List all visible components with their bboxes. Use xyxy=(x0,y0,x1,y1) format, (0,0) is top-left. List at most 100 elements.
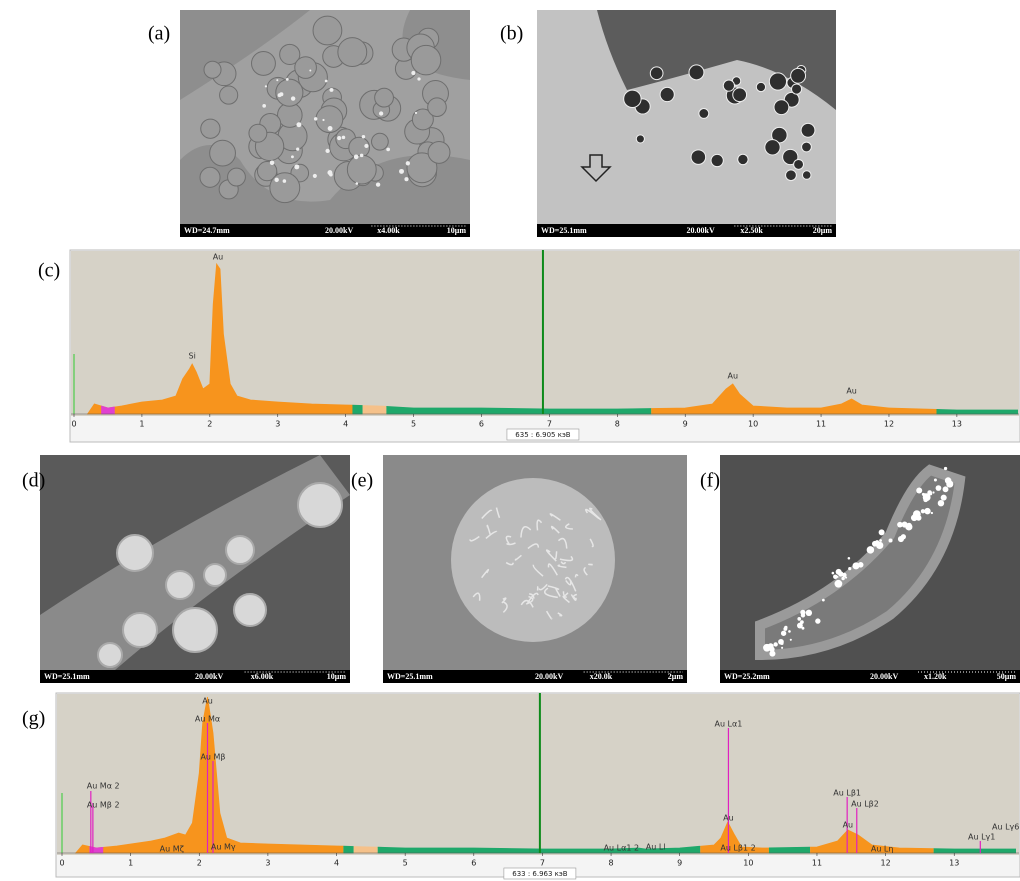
working-distance: WD=25.1mm xyxy=(44,672,90,681)
working-distance: WD=25.2mm xyxy=(724,672,770,681)
x-tick-label: 0 xyxy=(71,420,76,429)
peak-label: Au Lγ6 xyxy=(992,823,1019,832)
particle xyxy=(313,16,342,45)
figure: WD=24.7mm20.00kVx4.00k10μm(a)WD=25.1mm20… xyxy=(0,0,1020,881)
x-tick-label: 1 xyxy=(139,420,144,429)
pore xyxy=(699,109,709,119)
nanoparticle xyxy=(936,485,942,491)
nanoparticle xyxy=(897,522,903,528)
pore xyxy=(774,100,789,115)
peak-label: Au xyxy=(727,372,738,381)
speck xyxy=(309,69,311,71)
x-tick-label: 3 xyxy=(275,420,280,429)
nanoparticle xyxy=(783,627,787,631)
nanoparticle xyxy=(848,557,851,560)
particle xyxy=(428,141,450,163)
peak-label: Au xyxy=(213,253,224,262)
x-tick-label: 0 xyxy=(59,859,64,868)
x-tick-label: 9 xyxy=(677,859,682,868)
nanoparticle xyxy=(822,599,825,602)
working-distance: WD=24.7mm xyxy=(184,226,230,235)
x-tick-label: 6 xyxy=(479,420,484,429)
pore xyxy=(733,88,747,102)
peak-label: Au xyxy=(202,697,213,706)
pore xyxy=(689,65,704,80)
nanoparticle xyxy=(815,618,820,623)
texture xyxy=(451,478,615,642)
particle xyxy=(338,38,367,67)
scale-label: 10μm xyxy=(447,226,467,235)
x-tick-label: 12 xyxy=(884,420,894,429)
pore xyxy=(802,142,812,152)
magnification: x1.20k xyxy=(924,672,947,681)
voltage: 20.00kV xyxy=(687,226,715,235)
nanoparticle xyxy=(774,642,778,646)
sem-image: WD=25.1mm20.00kVx6.00k10μm xyxy=(40,455,350,683)
nanoparticle xyxy=(923,497,928,502)
speck xyxy=(376,182,380,186)
nanoparticle xyxy=(838,571,843,576)
nanoparticle xyxy=(932,491,934,493)
x-tick-label: 5 xyxy=(411,420,416,429)
particle xyxy=(372,133,389,150)
nanoparticle xyxy=(929,492,932,495)
magnification: x20.0k xyxy=(590,672,613,681)
magnification: x6.00k xyxy=(251,672,274,681)
microsphere xyxy=(173,608,217,652)
x-tick-label: 12 xyxy=(881,859,891,868)
speck xyxy=(362,135,365,138)
speck xyxy=(270,161,274,165)
speck xyxy=(360,154,364,158)
nanoparticle xyxy=(944,467,947,470)
speck xyxy=(411,71,415,75)
voltage: 20.00kV xyxy=(195,672,223,681)
speck xyxy=(274,178,278,182)
speck xyxy=(356,182,359,185)
peak-label: Au Mγ xyxy=(211,843,236,852)
nanoparticle xyxy=(800,610,805,615)
magnification: x2.50k xyxy=(740,226,763,235)
speck xyxy=(296,148,299,151)
nanoparticle xyxy=(788,630,791,633)
pore xyxy=(765,140,780,155)
speck xyxy=(328,126,333,131)
panel-label: (e) xyxy=(351,470,373,492)
pore xyxy=(650,67,663,80)
nanoparticle xyxy=(797,617,801,621)
speck xyxy=(283,179,287,183)
nanoparticle xyxy=(848,567,851,570)
pore xyxy=(723,80,734,91)
particle xyxy=(252,51,276,75)
voltage: 20.00kV xyxy=(535,672,563,681)
particle xyxy=(347,155,376,184)
microsphere xyxy=(204,564,226,586)
nanoparticle xyxy=(889,538,893,542)
speck xyxy=(313,174,317,178)
nanoparticle xyxy=(769,651,775,657)
nanoparticle xyxy=(931,512,933,514)
nanoparticle xyxy=(879,539,882,542)
peak-label: Au Lγ1 xyxy=(968,833,995,842)
nanoparticle xyxy=(934,479,937,482)
x-tick-label: 8 xyxy=(609,859,614,868)
pore xyxy=(711,154,723,166)
nanoparticle xyxy=(835,580,843,588)
speck xyxy=(386,148,390,152)
particle xyxy=(204,61,221,78)
speck xyxy=(329,173,333,177)
microsphere xyxy=(117,535,153,571)
nanoparticle xyxy=(879,529,885,535)
peak-label: Au Lβ2 xyxy=(851,800,879,809)
particle xyxy=(276,79,303,106)
speck xyxy=(354,155,359,160)
microsphere xyxy=(298,483,342,527)
pore xyxy=(738,154,748,164)
speck xyxy=(294,164,299,169)
speck xyxy=(291,155,294,158)
x-tick-label: 11 xyxy=(816,420,826,429)
working-distance: WD=25.1mm xyxy=(541,226,587,235)
peak-label: Si xyxy=(189,352,196,361)
x-tick-label: 5 xyxy=(403,859,408,868)
x-tick-label: 10 xyxy=(743,859,753,868)
nanoparticle xyxy=(832,572,835,575)
